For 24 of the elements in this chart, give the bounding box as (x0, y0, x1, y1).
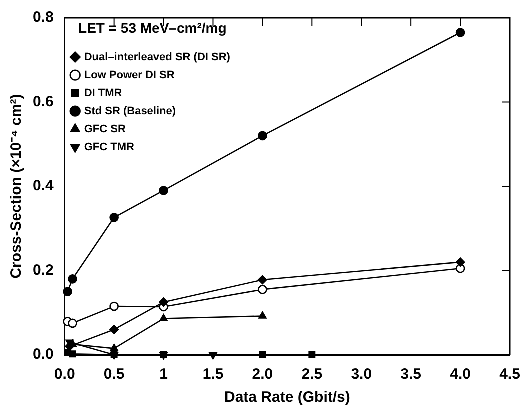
y-tick-label: 0.0 (32, 346, 54, 364)
legend-label: Std SR (Baseline) (84, 105, 176, 118)
y-tick-label: 0.2 (32, 262, 54, 279)
legend-label: GFC SR (84, 123, 126, 136)
x-tick-label: 3.0 (351, 366, 372, 384)
x-tick-label: 4.5 (500, 366, 520, 384)
x-axis-title: Data Rate (Gbit/s) (224, 389, 350, 406)
x-tick-label: 3.5 (400, 366, 422, 384)
y-tick-label: 0.6 (32, 93, 54, 110)
y-tick-label: 0.8 (32, 9, 54, 26)
x-tick-label: 1.5 (202, 366, 224, 384)
legend-title: LET = 53 MeV–cm²/mg (78, 20, 227, 36)
legend-label: GFC TMR (84, 141, 135, 154)
legend-label: Low Power DI SR (84, 69, 175, 82)
x-tick-label: 2.0 (252, 366, 274, 384)
y-axis-title: Cross-Section (×10⁻⁴ cm²) (8, 94, 26, 279)
x-tick-label: 1 (160, 366, 168, 384)
x-tick-label: 4.0 (450, 366, 471, 384)
x-tick-label: 2.5 (302, 366, 323, 384)
y-tick-label: 0.4 (32, 178, 54, 195)
x-tick-label: 0.5 (104, 366, 125, 384)
x-tick-label: 0.0 (54, 366, 76, 384)
legend-label: Dual–interleaved SR (DI SR) (84, 51, 231, 64)
legend-label: DI TMR (84, 87, 122, 100)
